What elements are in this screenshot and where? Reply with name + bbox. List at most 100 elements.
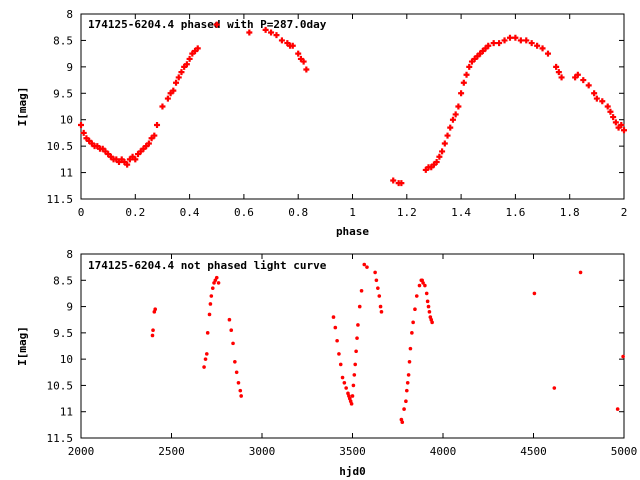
- data-point: [173, 79, 180, 86]
- data-point: [132, 156, 139, 163]
- x-tick-label: 2000: [68, 445, 95, 458]
- data-point: [528, 40, 535, 47]
- data-point: [404, 399, 408, 404]
- data-point: [202, 365, 206, 369]
- y-tick-label: 10: [60, 114, 73, 127]
- y-tick-label: 9: [66, 301, 73, 314]
- data-point: [414, 294, 419, 298]
- data-point: [604, 103, 611, 110]
- data-point: [183, 61, 190, 68]
- x-tick-label: 0.2: [125, 206, 145, 219]
- data-point: [268, 29, 275, 36]
- data-point: [338, 362, 343, 367]
- y-tick-label: 8.5: [53, 34, 73, 47]
- y-tick-label: 9: [66, 61, 73, 74]
- x-tick-label: 4000: [430, 445, 457, 458]
- data-point: [170, 87, 177, 94]
- data-point: [379, 310, 384, 314]
- data-point: [351, 383, 356, 388]
- data-point: [501, 37, 508, 44]
- y-tick-label: 11.5: [47, 432, 74, 445]
- data-point: [512, 34, 519, 41]
- y-tick-label: 10.5: [47, 140, 74, 153]
- data-point: [466, 63, 473, 70]
- x-axis-label: hjd0: [339, 465, 366, 478]
- data-point: [425, 299, 430, 304]
- data-point: [209, 294, 214, 298]
- data-point: [365, 265, 369, 269]
- data-point: [342, 381, 347, 385]
- data-point: [178, 69, 185, 76]
- data-point: [354, 349, 358, 354]
- data-point: [553, 63, 560, 70]
- data-point: [558, 74, 565, 81]
- data-point: [207, 312, 212, 317]
- data-point: [80, 129, 87, 136]
- data-point: [359, 289, 364, 293]
- data-point: [333, 325, 338, 330]
- data-point: [436, 153, 443, 160]
- data-point: [406, 373, 411, 377]
- data-point: [186, 55, 193, 62]
- x-tick-label: 1.2: [397, 206, 417, 219]
- data-point: [159, 103, 166, 110]
- data-point: [612, 119, 619, 126]
- data-point: [203, 357, 208, 361]
- data-point: [441, 140, 448, 147]
- data-point: [175, 74, 182, 81]
- data-point: [460, 79, 467, 86]
- x-tick-label: 1: [349, 206, 356, 219]
- y-tick-label: 9.5: [53, 327, 73, 340]
- data-point: [227, 317, 232, 322]
- data-point: [407, 359, 412, 364]
- y-axis-label: I[mag]: [16, 326, 29, 366]
- data-point: [400, 420, 405, 425]
- data-point: [427, 310, 432, 314]
- data-point: [496, 40, 503, 47]
- x-tick-label: 1.8: [560, 206, 580, 219]
- data-point: [534, 42, 541, 49]
- data-point: [78, 122, 84, 128]
- data-point: [278, 37, 285, 44]
- unphased-light-curve-panel: 2000 2500 3000 3500 4000 4500 5000 8 8.5 9 9.5 10 10…: [16, 248, 637, 478]
- x-tick-label: 2500: [158, 445, 185, 458]
- data-point: [378, 304, 383, 309]
- data-point: [523, 37, 530, 44]
- data-point: [233, 359, 237, 364]
- data-point: [413, 307, 417, 312]
- data-point: [238, 388, 243, 393]
- data-point: [229, 328, 234, 333]
- data-point: [357, 304, 362, 309]
- y-tick-label: 9.5: [53, 87, 73, 100]
- data-point: [295, 50, 302, 57]
- data-point: [356, 323, 360, 327]
- data-point: [273, 32, 280, 39]
- data-point: [411, 320, 415, 325]
- x-tick-label: 1.6: [505, 206, 525, 219]
- x-tick-label: 0.6: [234, 206, 254, 219]
- data-point: [408, 346, 413, 351]
- x-tick-label: 0: [78, 206, 85, 219]
- data-point: [585, 82, 592, 89]
- data-point: [210, 286, 215, 290]
- data-point: [331, 315, 336, 319]
- data-point: [303, 66, 310, 73]
- y-tick-label: 11: [60, 406, 73, 419]
- data-point: [410, 331, 414, 335]
- data-point: [337, 352, 341, 356]
- data-point: [580, 77, 587, 84]
- x-tick-label: 3500: [339, 445, 366, 458]
- data-point: [517, 37, 524, 44]
- data-point: [353, 362, 358, 367]
- data-point: [463, 71, 470, 78]
- data-point: [591, 90, 598, 97]
- data-point: [124, 161, 131, 168]
- data-point: [485, 42, 492, 49]
- y-tick-label: 8.5: [53, 274, 73, 287]
- data-point: [350, 394, 355, 398]
- data-point: [216, 281, 221, 285]
- data-point: [344, 386, 348, 390]
- data-point: [151, 132, 158, 139]
- data-point: [231, 341, 235, 346]
